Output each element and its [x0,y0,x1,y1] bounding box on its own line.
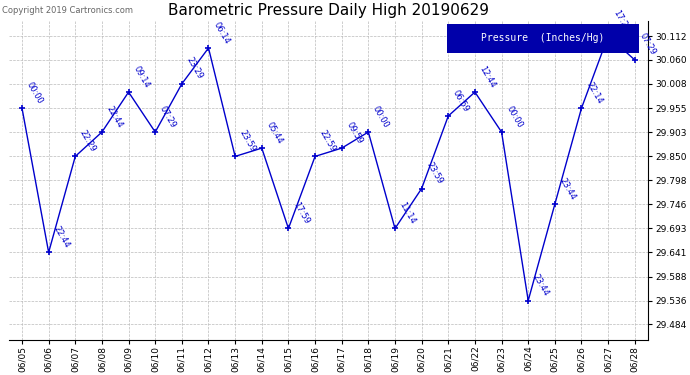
Text: 17:29: 17:29 [611,8,631,33]
Text: 23:29: 23:29 [185,56,204,81]
Text: 23:44: 23:44 [558,176,578,201]
Title: Barometric Pressure Daily High 20190629: Barometric Pressure Daily High 20190629 [168,3,489,18]
Text: 07:29: 07:29 [158,104,178,129]
Text: 23:59: 23:59 [424,160,444,186]
Text: 07:29: 07:29 [638,32,658,57]
Text: 05:44: 05:44 [264,120,284,146]
Text: 00:00: 00:00 [504,104,524,129]
Text: 11:14: 11:14 [397,201,417,226]
Text: 23:59: 23:59 [238,128,257,154]
Text: 09:14: 09:14 [131,64,151,89]
Text: Copyright 2019 Cartronics.com: Copyright 2019 Cartronics.com [2,6,133,15]
Text: 22:14: 22:14 [584,80,604,105]
Text: 22:44: 22:44 [52,225,71,250]
Text: 00:00: 00:00 [371,104,391,129]
Text: 22:44: 22:44 [105,104,124,129]
Text: 12:44: 12:44 [477,64,497,89]
Text: 06:14: 06:14 [211,20,231,45]
Text: 06:59: 06:59 [451,88,471,113]
Text: 22:59: 22:59 [318,129,337,154]
Text: 17:59: 17:59 [291,201,311,226]
Text: 09:59: 09:59 [344,120,364,146]
Text: 00:00: 00:00 [25,80,44,105]
Text: 22:29: 22:29 [78,129,98,154]
Text: 23:44: 23:44 [531,273,551,298]
